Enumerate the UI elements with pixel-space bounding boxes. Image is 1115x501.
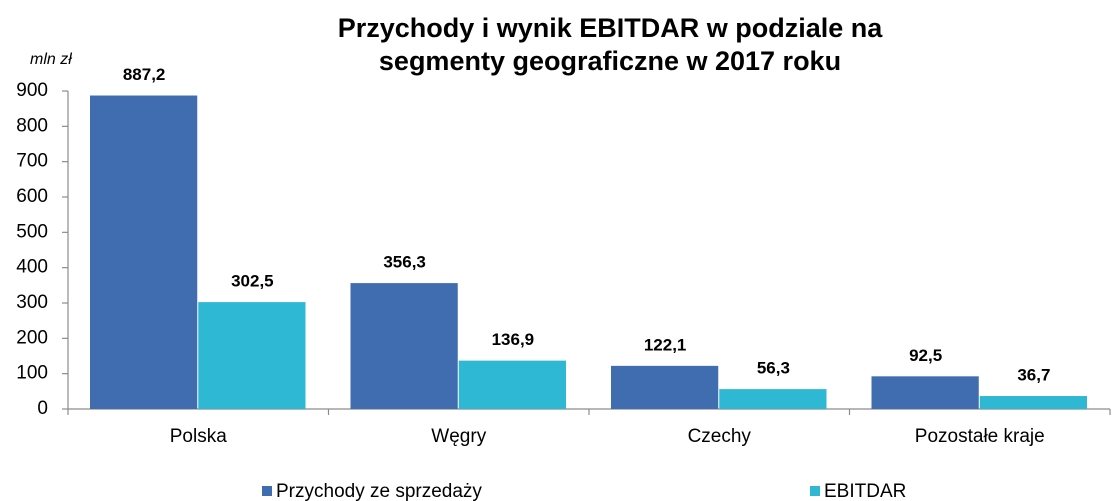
- value-label: 92,5: [909, 346, 942, 365]
- value-label: 136,9: [492, 330, 535, 349]
- bar: [979, 396, 1087, 409]
- x-tick-label: Polska: [170, 426, 227, 447]
- chart-title: Przychody i wynik EBITDAR w podziale na: [338, 13, 884, 43]
- y-tick-label: 100: [16, 363, 48, 384]
- x-tick-label: Pozostałe kraje: [915, 426, 1045, 447]
- bar: [611, 365, 719, 409]
- y-tick-label: 500: [16, 221, 48, 242]
- value-label: 887,2: [123, 65, 166, 84]
- y-tick-label: 600: [16, 186, 48, 207]
- legend-label: Przychody ze sprzedaży: [276, 481, 482, 501]
- y-tick-label: 700: [16, 151, 48, 172]
- bar: [719, 389, 827, 409]
- value-label: 36,7: [1017, 366, 1050, 385]
- y-tick-label: 800: [16, 115, 48, 136]
- value-label: 356,3: [383, 253, 426, 272]
- y-tick-label: 900: [16, 80, 48, 101]
- y-tick-label: 0: [37, 398, 48, 419]
- x-tick-label: Czechy: [688, 426, 752, 447]
- bar: [90, 95, 198, 409]
- y-axis-label: mln zł: [30, 51, 72, 68]
- legend-marker: [262, 486, 272, 496]
- y-tick-label: 200: [16, 327, 48, 348]
- value-label: 302,5: [231, 272, 274, 291]
- bar: [871, 376, 979, 409]
- bar: [350, 283, 458, 409]
- legend-marker: [810, 486, 820, 496]
- x-tick-label: Węgry: [431, 426, 486, 447]
- y-tick-label: 400: [16, 257, 48, 278]
- legend-label: EBITDAR: [824, 481, 906, 501]
- y-tick-label: 300: [16, 292, 48, 313]
- chart-title: segmenty geograficzne w 2017 roku: [379, 46, 841, 76]
- value-label: 122,1: [644, 335, 687, 354]
- bar: [458, 360, 566, 409]
- bar: [198, 302, 306, 409]
- value-label: 56,3: [757, 359, 790, 378]
